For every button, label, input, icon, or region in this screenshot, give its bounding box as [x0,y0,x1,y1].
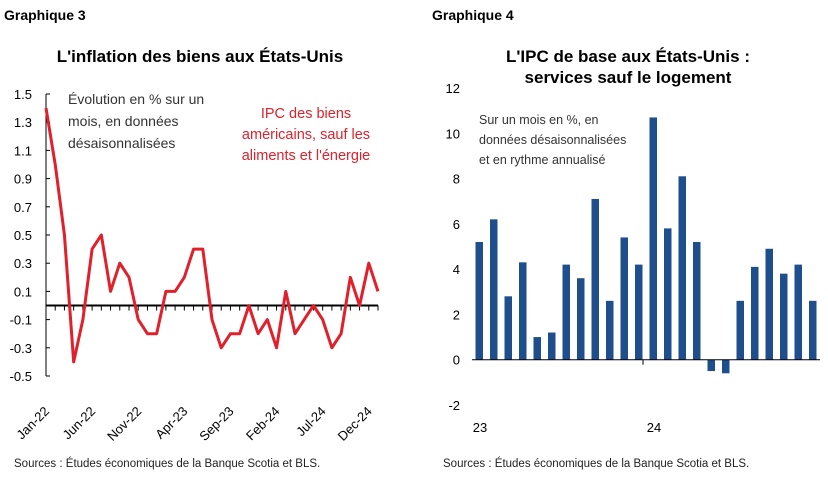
bar [809,300,817,360]
y-tick-label: -0.5 [10,369,32,384]
x-tick-label: 23 [473,420,487,435]
bar [751,266,759,360]
bar [664,228,672,360]
y-tick-label: -2 [448,398,460,413]
y-tick-label: 1.3 [14,115,32,130]
bar [678,176,686,360]
bar [693,241,701,360]
y-tick-label: 2 [453,307,460,322]
annotation-text-line: Évolution en % sur un [68,91,204,107]
bar [475,241,483,360]
bar [548,332,556,360]
y-tick-label: 1.1 [14,143,32,158]
series-label-line: américains, sauf les [242,127,370,143]
bar [620,237,628,360]
chart-title-core-cpi-services: L'IPC de base aux États-Unis : services … [432,46,824,88]
annotation-text-line: données désaisonnalisées [479,133,626,147]
bar [765,248,773,360]
y-tick-label: 0.7 [14,200,32,215]
bar [780,273,788,360]
bar [577,278,585,360]
series-line-goods-cpi [44,107,380,364]
bar [562,264,570,360]
y-tick-label: -0.3 [10,341,32,356]
bar [635,264,643,360]
y-tick-label: 6 [453,217,460,232]
bar [490,219,498,360]
x-tick-label: 24 [647,420,661,435]
bar [504,296,512,360]
panel-label-graphique-4: Graphique 4 [432,7,514,23]
chart-title-line-2: services sauf le logement [524,68,732,87]
y-tick-label: 8 [453,172,460,187]
bar [707,359,715,372]
y-tick-label: 1.5 [14,87,32,102]
panel-label-graphique-3: Graphique 3 [4,7,86,23]
annotation-text-line: désaisonnalisées [68,135,175,151]
y-tick-label: 12 [446,81,460,96]
bar [606,300,614,360]
bar [591,198,599,360]
bar [722,359,730,374]
y-tick-label: 0.3 [14,256,32,271]
bar [794,264,802,360]
chart-title-goods-inflation: L'inflation des biens aux États-Unis [56,47,344,66]
y-tick-label: -0.1 [10,313,32,328]
chart-title-line-1: L'IPC de base aux États-Unis : [506,47,750,66]
y-tick-label: 4 [453,262,460,277]
series-label-line: aliments et l'énergie [242,148,371,164]
y-tick-label: 0.9 [14,172,32,187]
y-tick-label: 0.1 [14,284,32,299]
source-note-left: Sources : Études économiques de la Banqu… [14,458,321,470]
annotation-text-line: et en rythme annualisé [479,153,606,167]
annotation-text-line: mois, en données [68,113,179,129]
series-label-line: IPC des biens [261,106,351,122]
bar [649,117,657,360]
source-note-right: Sources : Études économiques de la Banqu… [443,458,750,470]
y-tick-label: 0.5 [14,228,32,243]
annotation-text-line: Sur un mois en %, en [479,113,599,127]
bar [519,262,527,360]
y-tick-label: 0 [453,353,460,368]
bar [533,337,541,360]
y-tick-label: 10 [446,126,460,141]
bar [736,300,744,360]
